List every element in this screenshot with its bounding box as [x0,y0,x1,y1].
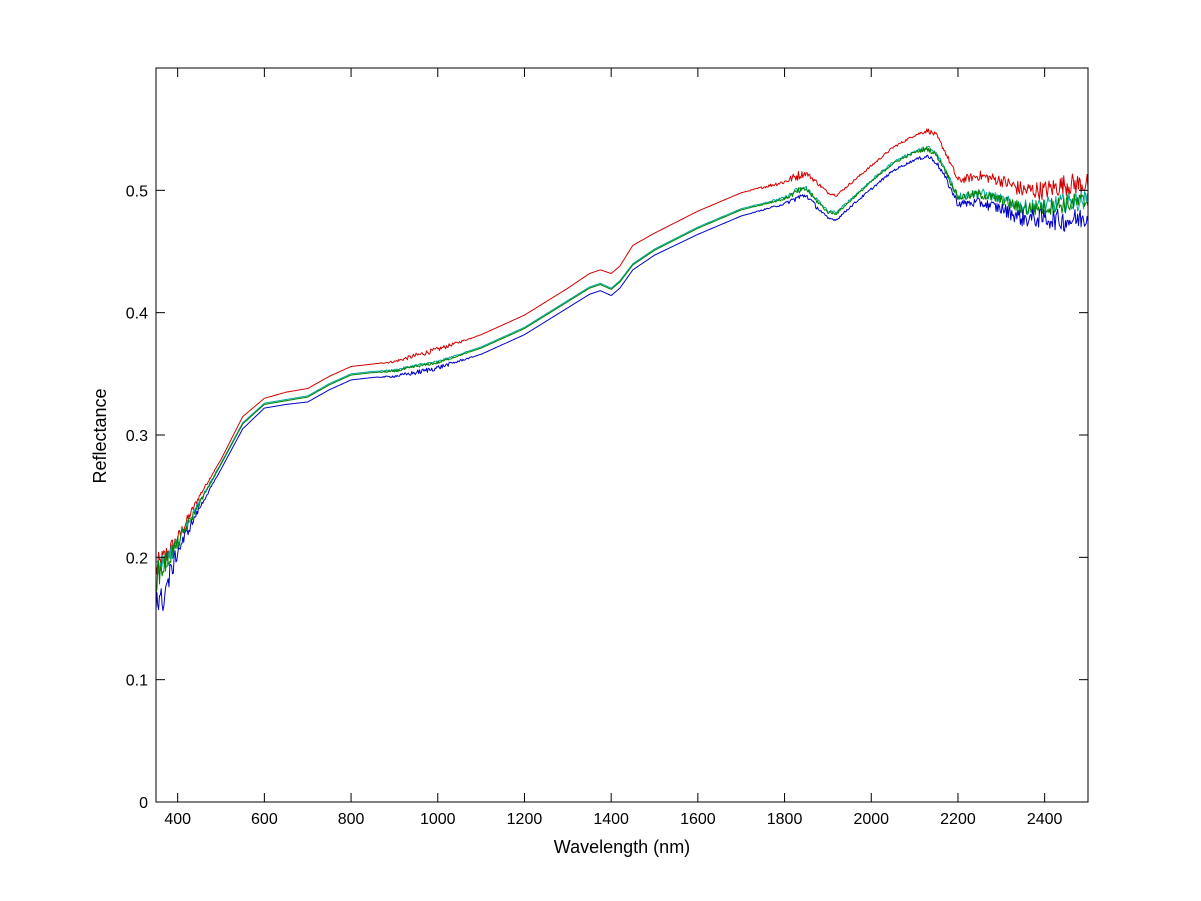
y-axis-title: Reflectance [90,388,110,483]
series-layer [155,128,1089,612]
x-tick-label: 400 [164,811,191,828]
y-tick-label: 0.4 [126,306,148,323]
series-line-3 [155,146,1089,593]
x-tick-labels: 400 600 800 1000 1200 1400 1600 1800 2000 2200 240… [164,811,1062,828]
y-tick-label: 0.5 [126,183,148,200]
x-tick-label: 1600 [680,811,716,828]
y-tick-label: 0.2 [126,550,148,567]
x-tick-label: 2200 [940,811,976,828]
tick-marks-layer [156,68,1088,803]
x-tick-label: 600 [251,811,278,828]
y-tick-label: 0.1 [126,673,148,690]
x-tick-label: 800 [338,811,365,828]
y-tick-labels: 0 0.1 0.2 0.3 0.4 0.5 [126,183,148,812]
x-tick-label: 2000 [853,811,889,828]
series-line-1 [155,128,1089,575]
x-axis-title: Wavelength (nm) [554,837,690,857]
x-tick-label: 2400 [1027,811,1063,828]
y-tick-label: 0 [139,795,148,812]
x-tick-label: 1400 [593,811,629,828]
x-tick-label: 1000 [420,811,456,828]
series-line-4 [155,154,1089,612]
y-tick-label: 0.3 [126,428,148,445]
x-tick-label: 1200 [507,811,543,828]
x-tick-label: 1800 [767,811,803,828]
series-line-2 [155,145,1089,577]
